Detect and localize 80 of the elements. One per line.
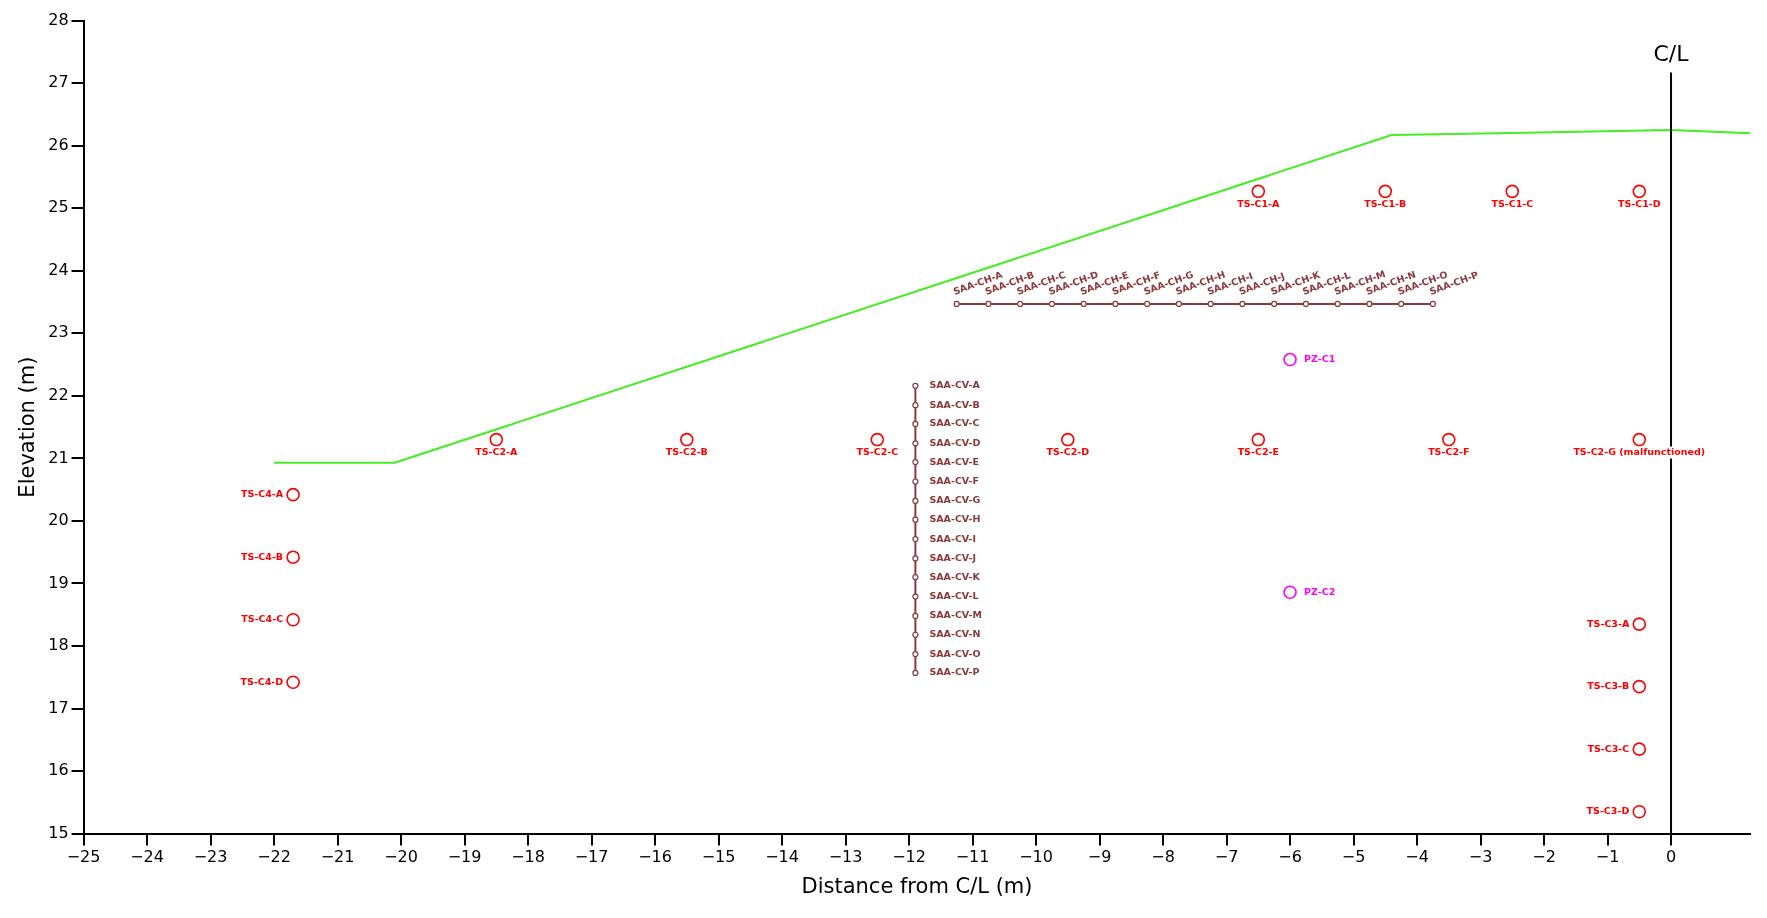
data-label: TS-C3-B [1587,680,1630,692]
y-tick-label: 16 [48,760,69,780]
x-tick-label: −6 [1278,847,1302,867]
data-label: SAA-CV-C [929,417,980,429]
x-tick-label: −15 [701,847,736,867]
data-label: SAA-CV-B [929,398,980,410]
data-label: SAA-CV-M [929,609,982,621]
data-label: PZ-C2 [1304,585,1336,597]
y-axis-title: Elevation (m) [15,356,40,498]
x-tick-label: −9 [1087,847,1112,867]
data-label: SAA-CV-D [929,436,981,448]
data-label: SAA-CV-I [929,532,976,544]
data-label: SAA-CV-A [929,379,981,391]
x-tick-label: −3 [1468,847,1493,867]
y-tick-label: 24 [48,259,69,279]
y-tick-label: 19 [48,572,69,592]
data-label: TS-C3-D [1586,805,1630,817]
data-label: TS-C4-C [241,613,284,625]
data-label: TS-C2-G (malfunctioned) [1573,445,1706,457]
data-label: SAA-CV-F [929,474,979,486]
y-tick-label: 26 [48,134,69,154]
data-label: SAA-CV-O [929,647,981,659]
data-label: SAA-CV-G [929,494,981,506]
x-tick-label: −23 [193,847,228,867]
x-tick-label: −16 [638,847,672,867]
x-tick-label: −10 [1019,847,1053,867]
data-label: TS-C4-D [240,675,284,687]
x-tick-label: −17 [574,847,609,867]
data-label: SAA-CV-P [929,666,980,678]
data-label: TS-C3-A [1587,617,1630,629]
y-tick-label: 23 [48,322,69,342]
x-tick-label: −4 [1405,847,1429,867]
x-tick-label: −1 [1595,847,1620,867]
data-label: TS-C2-B [665,445,708,457]
data-label: SAA-CV-E [929,455,979,467]
data-label: TS-C3-C [1587,742,1630,754]
data-label: TS-C2-C [856,445,899,457]
y-tick-label: 20 [48,510,69,530]
x-tick-label: −22 [257,847,291,867]
x-tick-label: −11 [955,847,990,867]
data-label: TS-C1-C [1491,197,1534,209]
x-tick-label: −12 [892,847,926,867]
x-tick-label: −8 [1151,847,1175,867]
x-tick-label: 0 [1665,847,1677,867]
x-axis-title: Distance from C/L (m) [801,873,1033,898]
y-tick-label: 15 [48,822,69,842]
data-label: SAA-CV-H [929,513,981,525]
y-tick-label: 21 [48,447,69,467]
x-tick-label: −21 [320,847,355,867]
y-tick-label: 25 [48,197,69,217]
y-tick-label: 27 [48,72,69,92]
data-label: TS-C2-A [475,445,519,457]
data-label: SAA-CV-L [929,590,979,602]
data-label: SAA-CV-J [929,551,976,563]
ref-line-label: C/L [1653,41,1690,67]
x-tick-label: −19 [447,847,482,867]
data-label: TS-C2-E [1237,445,1279,457]
x-tick-label: −7 [1214,847,1239,867]
data-label: TS-C4-A [240,488,284,500]
x-tick-label: −18 [511,847,545,867]
y-tick-label: 28 [48,9,69,29]
data-label: TS-C1-D [1617,197,1661,209]
data-label: TS-C1-A [1237,197,1280,209]
data-label: PZ-C1 [1304,353,1336,365]
x-tick-label: −13 [828,847,863,867]
x-tick-label: −2 [1532,847,1556,867]
y-tick-label: 18 [48,635,69,655]
data-label: SAA-CV-N [929,628,981,640]
x-tick-label: −14 [765,847,799,867]
data-label: TS-C4-B [241,550,284,562]
x-tick-label: −5 [1341,847,1366,867]
x-tick-label: −25 [66,847,101,867]
x-tick-label: −20 [384,847,418,867]
data-label: TS-C2-F [1428,445,1470,457]
y-tick-label: 17 [48,697,69,717]
data-label: TS-C1-B [1364,197,1407,209]
x-tick-label: −24 [130,847,164,867]
data-label: SAA-CV-K [929,570,981,582]
data-label: TS-C2-D [1046,445,1090,457]
y-tick-label: 22 [48,384,69,404]
